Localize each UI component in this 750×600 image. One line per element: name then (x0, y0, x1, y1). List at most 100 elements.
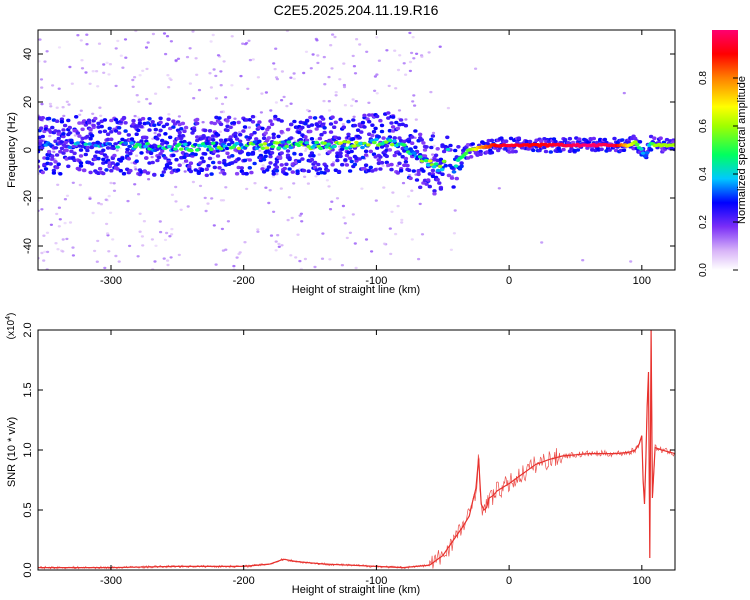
spectrogram-noise-speck (151, 137, 155, 140)
spectrogram-band-cell (150, 160, 155, 165)
spectrogram-band-cell (384, 154, 389, 159)
spectrogram-band-cell (139, 151, 144, 155)
spectrogram-band-cell (567, 136, 573, 141)
spectrogram-band-cell (250, 114, 256, 119)
spectrogram-band-cell (236, 157, 241, 161)
spectrogram-band-cell (211, 138, 216, 142)
spectrogram-noise-speck (71, 246, 75, 249)
spectrogram-ridge-cell (39, 146, 45, 150)
spectrogram-noise-speck (230, 35, 234, 38)
spectrogram-noise-speck (108, 62, 112, 66)
spectrogram-band-cell (363, 149, 369, 154)
spectrogram-noise-speck (170, 193, 174, 196)
spectrogram-band-cell (277, 155, 283, 159)
spectrogram-band-cell (241, 129, 246, 133)
spectrogram-noise-speck (112, 182, 116, 185)
spectrogram-band-cell (59, 117, 65, 121)
spectrogram-noise-speck (71, 181, 75, 184)
spectrogram-band-cell (207, 129, 213, 133)
spectrogram-noise-speck (420, 55, 424, 58)
spectrogram-band-cell (327, 150, 332, 154)
spectrogram-ridge-cell (403, 146, 409, 151)
spectrogram-band-cell (39, 126, 44, 130)
spectrogram-band-cell (247, 135, 252, 140)
spectrogram-noise-speck (299, 267, 303, 270)
spectrogram-noise-speck (277, 245, 281, 248)
spectrogram-band-cell (349, 159, 354, 164)
spectrogram-noise-speck (65, 237, 69, 241)
spectrogram-band-cell (320, 117, 326, 121)
spectrogram-band-cell (403, 156, 409, 161)
spectrogram-noise-speck (221, 249, 225, 252)
spectrogram-noise-speck (276, 234, 280, 237)
spectrogram-band-cell (367, 119, 372, 124)
spectrogram-band-cell (82, 119, 87, 123)
spectrogram-ridge-cell (204, 141, 210, 146)
spectrogram-noise-speck (188, 82, 192, 85)
spectrogram-noise-speck (48, 102, 53, 106)
spectrogram-band-cell (430, 134, 436, 138)
spectrogram-band-cell (378, 118, 383, 123)
spectrogram-band-cell (290, 170, 295, 174)
spectrogram-band-cell (489, 138, 495, 143)
spectrogram-noise-speck (201, 121, 205, 124)
spectrogram-band-cell (317, 120, 323, 124)
spectrogram-noise-speck (247, 126, 251, 129)
spectrogram-noise-speck (219, 110, 223, 114)
spectrogram-ridge-cell (324, 145, 329, 149)
spectrogram-noise-speck (341, 204, 345, 208)
spectrogram-noise-speck (398, 54, 402, 57)
spectrogram-ridge-cell (226, 142, 232, 147)
spectrogram-band-cell (279, 129, 284, 134)
spectrogram-ridge-cell (451, 170, 457, 174)
spectrogram-ridge-cell (314, 140, 320, 145)
spectrogram-noise-speck (280, 70, 284, 73)
spectrogram-band-cell (120, 156, 125, 161)
spectrogram-band-cell (175, 168, 181, 172)
spectrogram-noise-speck (212, 68, 216, 71)
spectrogram-noise-speck (290, 216, 294, 220)
spectrogram-band-cell (137, 118, 143, 122)
spectrogram-noise-speck (243, 42, 248, 46)
spectrogram-noise-speck (365, 50, 369, 53)
spectrogram-noise-speck (220, 227, 224, 231)
spectrogram-noise-speck (275, 77, 279, 81)
spectrogram-noise-speck (212, 224, 216, 227)
spectrogram-noise-speck (321, 232, 325, 235)
spectrogram-band-cell (311, 154, 316, 158)
spectrogram-band-cell (86, 118, 92, 123)
spectrogram-band-cell (78, 161, 84, 165)
spectrogram-ytick-label: -20 (22, 190, 34, 206)
spectrogram-band-cell (89, 133, 95, 138)
spectrogram-noise-speck (80, 59, 84, 62)
spectrogram-band-cell (172, 122, 178, 126)
spectrogram-band-cell (507, 150, 512, 154)
spectrogram-band-cell (459, 161, 464, 165)
spectrogram-band-cell (588, 137, 593, 141)
spectrogram-band-cell (433, 153, 439, 158)
spectrogram-noise-speck (396, 204, 400, 208)
spectrogram-band-cell (438, 157, 444, 162)
spectrogram-band-cell (489, 150, 495, 155)
spectrogram-noise-speck (322, 55, 326, 59)
spectrogram-band-cell (204, 173, 209, 178)
spectrogram-band-cell (160, 149, 165, 153)
spectrogram-ridge-cell (194, 148, 200, 152)
spectrogram-band-cell (424, 145, 429, 149)
spectrogram-band-cell (317, 167, 323, 171)
spectrogram-band-cell (250, 150, 256, 155)
spectrogram-ridge-cell (234, 141, 240, 146)
spectrogram-band-cell (188, 161, 194, 165)
spectrogram-band-cell (260, 126, 265, 131)
spectrogram-ridge-cell (360, 145, 365, 150)
spectrogram-band-cell (50, 154, 55, 158)
spectrogram-band-cell (64, 148, 69, 153)
spectrogram-noise-speck (96, 239, 100, 243)
spectrogram-noise-speck (277, 242, 281, 246)
spectrogram-band-cell (341, 125, 346, 130)
spectrogram-band-cell (370, 123, 375, 127)
spectrogram-band-cell (297, 159, 302, 163)
spectrogram-band-cell (193, 152, 198, 157)
spectrogram-band-cell (238, 139, 243, 144)
spectrogram-noise-speck (264, 186, 268, 189)
